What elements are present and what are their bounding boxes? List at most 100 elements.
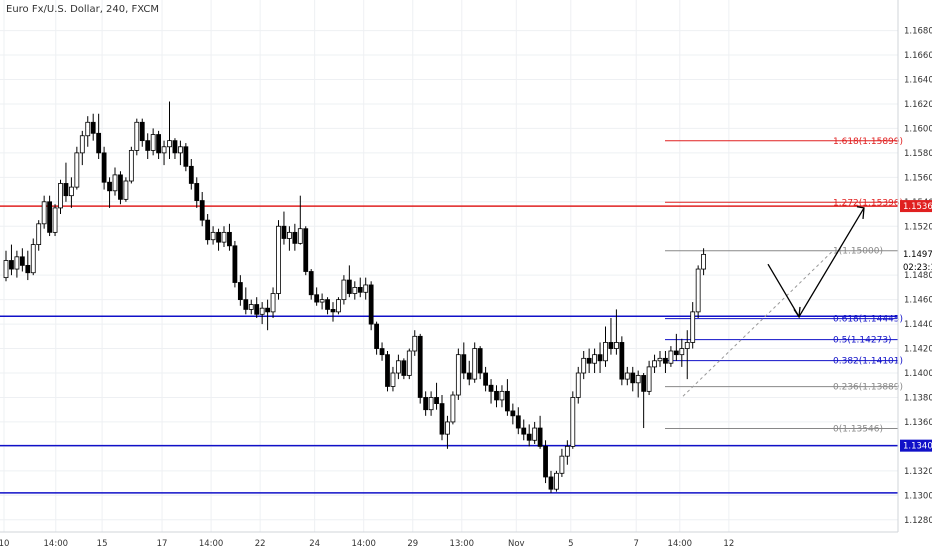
- price-axis: 1.16800 1.16600 1.16400 1.16200 1.16000 1.158…: [897, 0, 932, 532]
- countdown-label: 02:23:13: [903, 263, 932, 273]
- fib-level-label: 0.382(1.14101): [833, 357, 903, 367]
- candle-bullish: [624, 372, 630, 380]
- price-tick-label: 1.14800: [904, 271, 932, 281]
- price-tick-label: 1.13200: [904, 467, 932, 477]
- candle-bearish: [314, 294, 320, 303]
- candle-bearish: [586, 357, 592, 364]
- candle-bullish: [499, 390, 505, 401]
- candle-bearish: [510, 410, 516, 417]
- candle-bullish: [14, 256, 20, 270]
- fib-level-label: 1.272(1.15396): [833, 198, 903, 208]
- candle-bullish: [657, 357, 663, 362]
- candle-bearish: [254, 304, 260, 315]
- price-tick-label: 1.13600: [904, 418, 932, 428]
- candle-bearish: [619, 342, 625, 380]
- trend-dashed-line: [682, 250, 834, 397]
- time-tick-label: 14:00: [351, 539, 376, 549]
- candle-bullish: [36, 223, 42, 245]
- candles: [3, 101, 706, 493]
- price-tick-label: 1.13800: [904, 393, 932, 403]
- candle-bearish: [385, 354, 390, 387]
- candle-bearish: [379, 348, 385, 356]
- candle-bullish: [581, 357, 587, 374]
- candle-bearish: [107, 181, 112, 192]
- candle-bearish: [434, 397, 439, 404]
- candle-bearish: [9, 260, 14, 270]
- candle-bearish: [466, 372, 472, 380]
- candle-bearish: [303, 228, 309, 272]
- price-level-badge-label: 1.15365: [903, 202, 932, 212]
- candle-bearish: [330, 309, 336, 313]
- candle-bullish: [85, 121, 91, 137]
- fib-level-label: 0(1.13546): [833, 425, 883, 435]
- candle-bearish: [368, 284, 374, 325]
- candle-bearish: [19, 256, 25, 266]
- time-tick-label: 14:00: [44, 539, 69, 549]
- candle-bullish: [690, 311, 696, 343]
- horizontal-levels: [0, 205, 898, 494]
- candle-bullish: [575, 372, 581, 398]
- candle-bullish: [390, 372, 396, 387]
- candle-bearish: [281, 225, 287, 239]
- candle-bearish: [25, 264, 31, 274]
- candle-bullish: [450, 394, 456, 423]
- candle-bullish: [363, 284, 369, 293]
- fib-level-label: 1.618(1.15899): [833, 137, 903, 147]
- arrow-head-down: [793, 306, 801, 319]
- time-tick-label: 12: [723, 539, 734, 549]
- candle-bullish: [286, 231, 292, 239]
- drawings: [682, 206, 865, 397]
- price-level-badge: [900, 200, 932, 213]
- fib-levels: 1.618(1.15899) 1.272(1.15396) 1(1.15000) 0.…: [665, 137, 903, 435]
- chart-title: Euro Fx/U.S. Dollar, 240, FXCM: [6, 4, 159, 15]
- candle-bullish: [123, 180, 129, 200]
- candle-bullish: [554, 472, 559, 490]
- candle-bullish: [695, 268, 701, 313]
- candle-bearish: [663, 357, 668, 364]
- time-tick-label: 13:00: [450, 539, 475, 549]
- candle-bearish: [357, 287, 363, 293]
- price-level-badge-label: 1.13406: [903, 442, 932, 452]
- candle-bullish: [3, 260, 9, 279]
- candle-bullish: [259, 307, 265, 315]
- candle-bullish: [134, 121, 140, 151]
- candle-bullish: [52, 207, 58, 233]
- candle-bearish: [526, 433, 532, 441]
- candle-bullish: [336, 299, 341, 313]
- candle-bullish: [30, 244, 36, 274]
- candle-bullish: [248, 304, 254, 310]
- candle-bearish: [374, 323, 380, 349]
- candle-bearish: [139, 121, 145, 142]
- candle-bullish: [319, 299, 325, 303]
- candle-bearish: [145, 140, 151, 151]
- current-price-label: 1.14974: [903, 250, 932, 260]
- candle-bullish: [177, 146, 183, 154]
- candle-bullish: [701, 253, 706, 270]
- price-tick-label: 1.14400: [904, 320, 932, 330]
- candle-bullish: [412, 335, 418, 352]
- candle-bullish: [128, 150, 134, 182]
- candle-bearish: [172, 140, 178, 154]
- candle-bearish: [423, 397, 429, 411]
- price-tick-label: 1.15600: [904, 173, 932, 183]
- candle-bullish: [592, 354, 597, 364]
- candle-bullish: [167, 140, 172, 148]
- time-tick-label: 15: [97, 539, 108, 549]
- price-tick-label: 1.15800: [904, 149, 932, 159]
- candle-bullish: [341, 279, 347, 301]
- time-tick-label: 29: [407, 539, 418, 549]
- candle-bearish: [194, 183, 200, 201]
- candle-bullish: [270, 293, 276, 313]
- candle-bearish: [537, 427, 543, 447]
- candle-bullish: [210, 231, 216, 241]
- candle-bearish: [439, 403, 445, 435]
- fib-level-label: 0.5(1.14273): [833, 336, 892, 346]
- candle-bullish: [614, 342, 619, 349]
- time-tick-label: 7: [633, 539, 638, 549]
- candle-bullish: [679, 348, 685, 356]
- candle-bearish: [325, 299, 330, 310]
- candle-bearish: [227, 231, 232, 247]
- candle-bullish: [161, 146, 167, 154]
- candle-bearish: [630, 372, 636, 384]
- price-tick-label: 1.16400: [904, 75, 932, 85]
